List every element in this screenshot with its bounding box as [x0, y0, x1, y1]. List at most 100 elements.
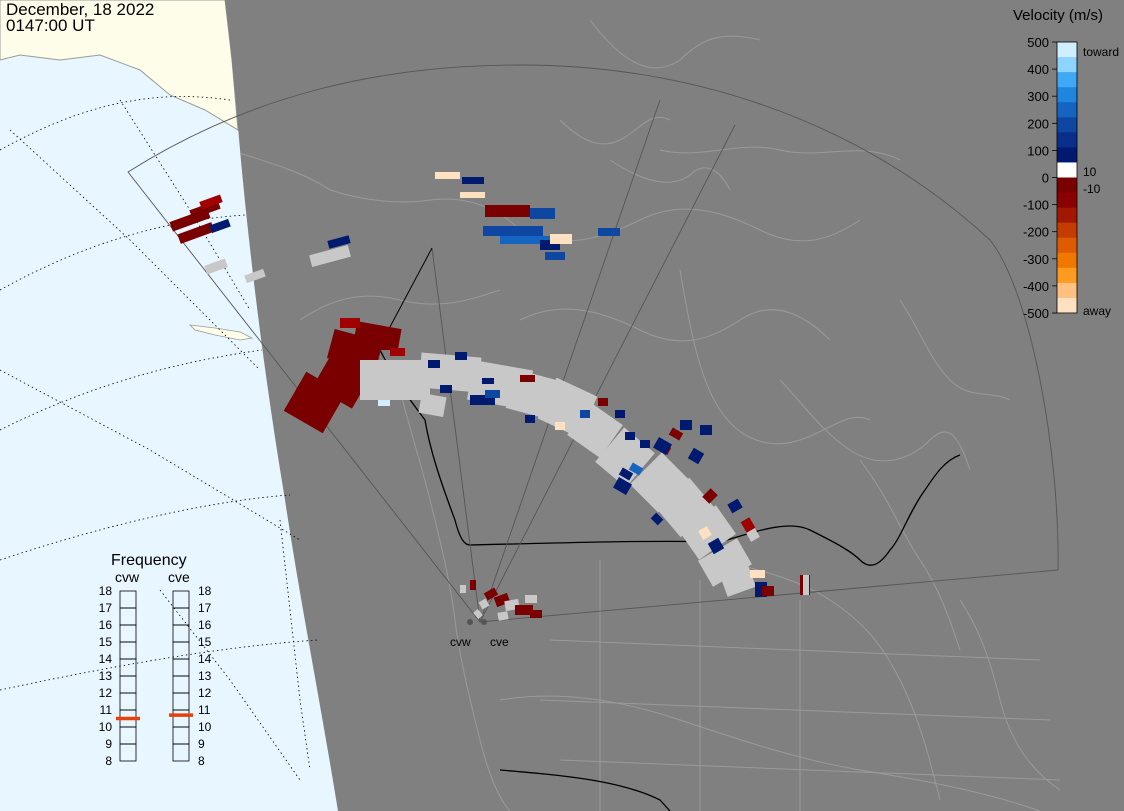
frequency-ladders: 18 17 16 15 14 13 12 11 10 9 8 18 17 16 15 14 13 12 11 10 9 8 [99, 584, 212, 768]
frequency-level-label: 14 [99, 652, 113, 666]
range-gate-cell [530, 610, 542, 618]
colorbar-tick-label: 0 [1042, 171, 1049, 186]
range-gate-cell [702, 488, 718, 504]
frequency-level-label: 9 [198, 737, 205, 751]
velocity-legend: Velocity (m/s) 500 400 300 200 100 0 -100 -200 -… [1013, 7, 1119, 321]
radar-site-markers: cvw cve [450, 619, 509, 649]
colorbar-tick-label: -100 [1023, 198, 1049, 213]
range-gate-cell [628, 462, 644, 476]
range-gate-cell [598, 398, 608, 406]
range-gate-cell [555, 422, 565, 430]
velocity-ticks: 500 400 300 200 100 0 -100 -200 -300 -400 -500 [1023, 35, 1057, 321]
range-gate-cell [762, 586, 774, 596]
colorbar-segment [1057, 237, 1077, 254]
range-gate-cell [460, 585, 466, 593]
colorbar-segment [1057, 207, 1077, 224]
range-gate-cell [435, 172, 460, 179]
range-gate-cell [478, 598, 490, 610]
frequency-level-label: 13 [198, 669, 212, 683]
range-gate-cell [244, 268, 266, 284]
range-gate-cell [525, 415, 535, 423]
range-gate-cell [740, 517, 756, 533]
range-gate-cell [650, 512, 664, 526]
range-gate-cell [654, 477, 716, 538]
lat-lon-grid [0, 96, 319, 781]
range-gate-cell [668, 427, 684, 441]
colorbar-segment [1057, 177, 1077, 194]
range-gate-cell [625, 432, 635, 440]
legend-away-label: away [1083, 304, 1111, 318]
frequency-panel: Frequency cvw cve 1817161514131211109818… [99, 552, 212, 768]
colorbar-segment [1057, 252, 1077, 269]
colorbar-tick-label: 500 [1027, 35, 1049, 50]
range-gate-cell [727, 498, 743, 514]
radar-echoes [169, 172, 810, 621]
range-gate-cell [204, 258, 228, 275]
range-gate-cell [540, 240, 560, 250]
frequency-level-label: 8 [198, 754, 205, 768]
frequency-level-label: 17 [99, 601, 113, 615]
range-gate-cell [440, 385, 452, 393]
colorbar-tick-label: -300 [1023, 252, 1049, 267]
range-gate-cell [177, 222, 215, 244]
frequency-level-label: 12 [99, 686, 113, 700]
freq-radar-label-cvw: cvw [115, 569, 140, 585]
range-gate-cell [460, 192, 485, 198]
range-gate-cell [375, 340, 395, 350]
velocity-colorbar [1057, 42, 1077, 314]
frequency-level-label: 9 [105, 737, 112, 751]
range-gate-cell [309, 245, 351, 267]
cvw-site-marker [467, 619, 473, 625]
range-gate-cell [698, 538, 752, 587]
range-gate-cell [550, 234, 572, 244]
range-gate-cell [483, 226, 543, 236]
frequency-level-label: 18 [99, 584, 113, 598]
range-gate-cell [470, 395, 495, 405]
field-of-view-outlines [127, 64, 1059, 623]
range-gate-cell [580, 410, 590, 418]
range-gate-cell [525, 595, 537, 603]
frequency-cell [172, 743, 190, 762]
range-gate-cell [520, 375, 535, 382]
range-gate-cell [390, 348, 405, 356]
colorbar-tick-label: 300 [1027, 89, 1049, 104]
colorbar-tick-label: -400 [1023, 279, 1049, 294]
frequency-cell [119, 743, 137, 762]
legend-neg10-label: -10 [1083, 182, 1101, 196]
colorbar-segment [1057, 72, 1077, 88]
frequency-level-label: 10 [99, 720, 113, 734]
colorbar-segment [1057, 297, 1077, 314]
fov-inner-lines [382, 247, 433, 341]
range-gate-cell [327, 235, 351, 249]
range-gate-cell [618, 467, 634, 481]
range-gate-cell [473, 609, 483, 619]
legend-toward-label: toward [1083, 45, 1119, 59]
range-gate-cell [629, 452, 691, 513]
frequency-level-label: 13 [99, 669, 113, 683]
range-gate-cell [545, 252, 565, 260]
range-gate-cell [482, 378, 494, 384]
frequency-level-label: 10 [198, 720, 212, 734]
range-gate-cell [360, 360, 430, 400]
frequency-level-label: 11 [198, 703, 211, 717]
range-gate-cell [668, 477, 684, 493]
colorbar-segment [1057, 162, 1077, 178]
frequency-level-label: 16 [99, 618, 113, 632]
range-gate-cell [719, 563, 756, 597]
frequency-level-label: 11 [100, 703, 113, 717]
cve-site-marker [481, 619, 487, 625]
range-gate-cell [378, 398, 390, 406]
colorbar-tick-label: -500 [1023, 306, 1049, 321]
range-gate-cell [462, 177, 484, 184]
cvw-site-label: cvw [450, 635, 471, 649]
range-gate-cell [515, 605, 533, 615]
legend-10-label: 10 [1083, 165, 1097, 179]
range-gate-cell [700, 425, 712, 435]
range-gate-cell [615, 410, 625, 418]
frequency-title: Frequency [111, 552, 187, 569]
frequency-level-label: 16 [198, 618, 212, 632]
range-gate-cell [497, 611, 509, 621]
range-gate-cell [530, 208, 555, 219]
colorbar-segment [1057, 267, 1077, 284]
range-gate-cell [470, 580, 476, 590]
